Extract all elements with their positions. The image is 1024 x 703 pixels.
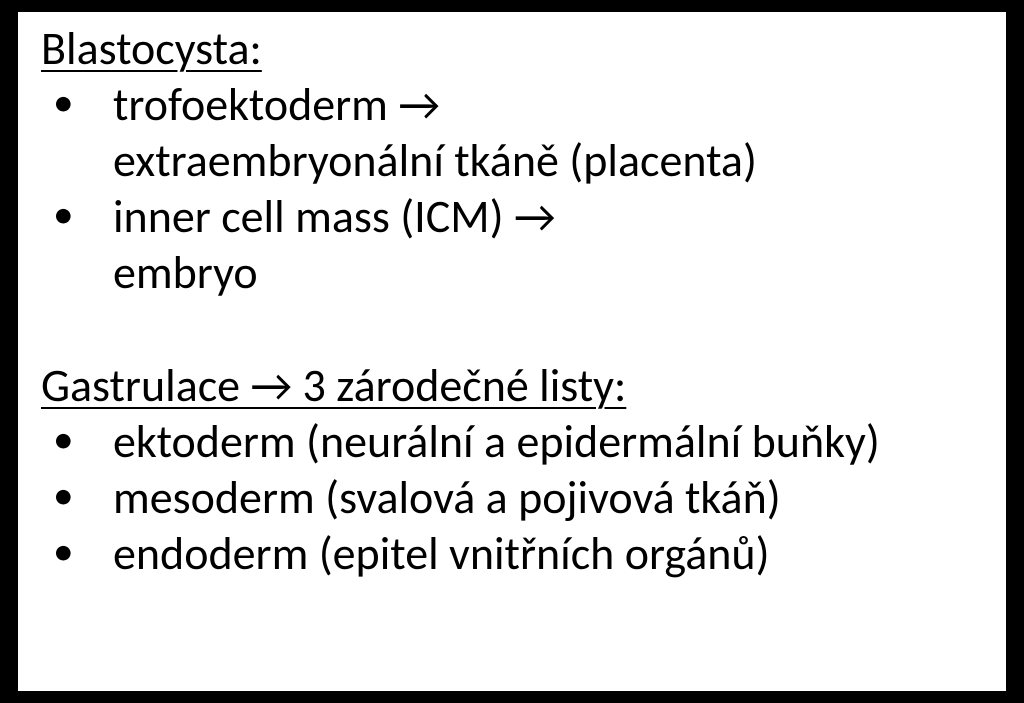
bullet-continuation: embryo <box>41 245 983 301</box>
section-blastocysta: Blastocysta: trofoektoderm → extraembryo… <box>41 21 983 302</box>
list-item: mesoderm (svalová a pojivová tkáň) <box>41 470 983 526</box>
list-item: endoderm (epitel vnitřních orgánů) <box>41 526 983 582</box>
heading-blastocysta: Blastocysta: <box>41 21 983 77</box>
blank-line <box>41 302 983 358</box>
slide-textbox: Blastocysta: trofoektoderm → extraembryo… <box>18 12 1006 691</box>
bullet-text: ektoderm (neurální a epidermální buňky) <box>113 414 880 470</box>
bullet-text: trofoektoderm → <box>113 77 440 133</box>
bullet-continuation: extraembryonální tkáně (placenta) <box>41 133 983 189</box>
section-gastrulace: Gastrulace → 3 zárodečné listy: ektoderm… <box>41 358 983 582</box>
bullet-list-1b: inner cell mass (ICM) → <box>41 189 983 245</box>
bullet-text: inner cell mass (ICM) → <box>113 189 556 245</box>
bullet-text: endoderm (epitel vnitřních orgánů) <box>113 526 770 582</box>
bullet-list-2: ektoderm (neurální a epidermální buňky) … <box>41 414 983 582</box>
list-item: trofoektoderm → <box>41 77 983 133</box>
bullet-list-1: trofoektoderm → <box>41 77 983 133</box>
bullet-text: mesoderm (svalová a pojivová tkáň) <box>113 470 781 526</box>
list-item: ektoderm (neurální a epidermální buňky) <box>41 414 983 470</box>
heading-gastrulace: Gastrulace → 3 zárodečné listy: <box>41 358 983 414</box>
slide: Blastocysta: trofoektoderm → extraembryo… <box>0 0 1024 703</box>
list-item: inner cell mass (ICM) → <box>41 189 983 245</box>
